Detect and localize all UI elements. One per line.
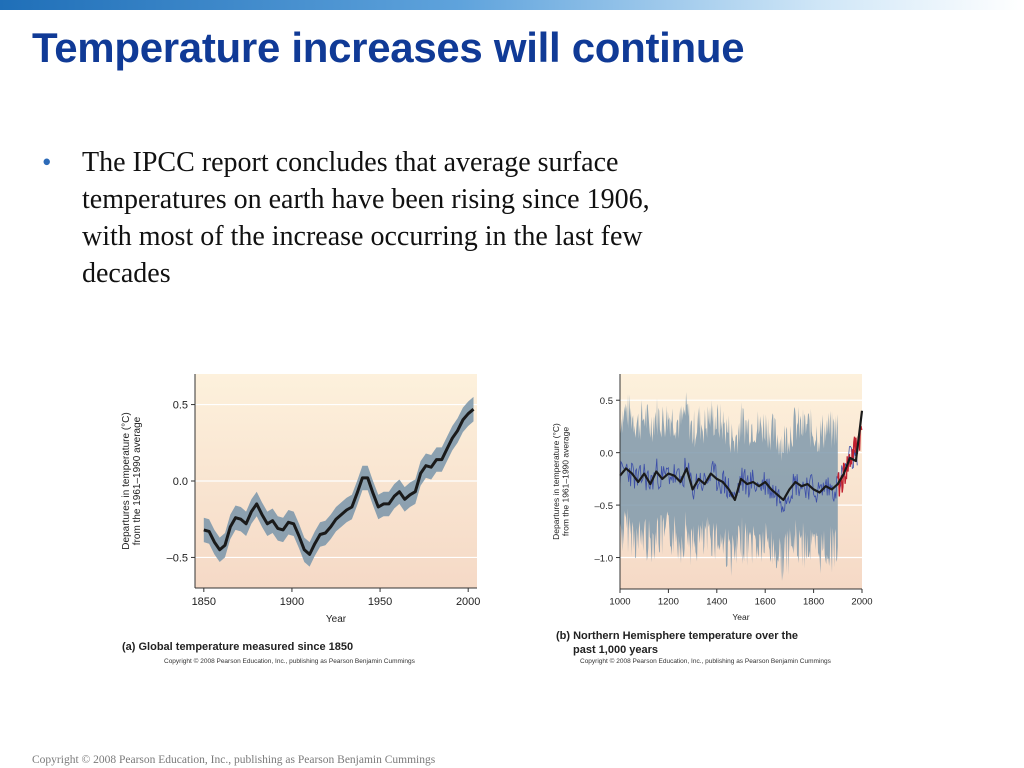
figure-northern-hemisphere: 0.5 0.0 –0.5 –1.0 1000 1200 1400 1600 1800 2000 Ye… bbox=[546, 368, 882, 672]
y-tick-label: 0.0 bbox=[600, 449, 613, 460]
x-tick-label: 1800 bbox=[803, 597, 824, 608]
x-tick-label: 1400 bbox=[706, 597, 727, 608]
y-axis-label-line: from the 1961–1990 average bbox=[132, 416, 143, 545]
x-tick-label: 1900 bbox=[280, 596, 304, 608]
y-tick-label: 0.0 bbox=[173, 476, 188, 488]
uncertainty-band bbox=[203, 396, 474, 567]
chart-caption: (b) Northern Hemisphere temperature over… bbox=[556, 629, 798, 657]
y-axis-label-line: Departures in temperature (°C) bbox=[121, 412, 132, 549]
x-tick-label: 1950 bbox=[368, 596, 392, 608]
x-tick-label: 1850 bbox=[192, 596, 216, 608]
y-tick-label: 0.5 bbox=[600, 396, 613, 407]
y-tick-label: –0.5 bbox=[595, 501, 614, 512]
bullet-list: • The IPCC report concludes that average… bbox=[42, 144, 682, 292]
x-tick-label: 1000 bbox=[609, 597, 630, 608]
mean-series-line bbox=[619, 410, 864, 501]
chart-global-temperature: 0.5 0.0 –0.5 1850 1900 1950 2000 Year Departures… bbox=[121, 374, 480, 625]
x-tick-label: 2000 bbox=[851, 597, 872, 608]
bullet-text: The IPCC report concludes that average s… bbox=[82, 147, 650, 289]
y-axis-label-line: from the 1961–1990 average bbox=[561, 427, 571, 536]
bullet-marker: • bbox=[42, 147, 52, 177]
x-tick-label: 1200 bbox=[658, 597, 679, 608]
chart-northern-hemisphere: 0.5 0.0 –0.5 –1.0 1000 1200 1400 1600 1800 2000 Ye… bbox=[551, 374, 873, 622]
chart-copyright: Copyright © 2008 Pearson Education, Inc.… bbox=[164, 658, 415, 665]
caption-line: (b) Northern Hemisphere temperature over… bbox=[556, 630, 799, 642]
top-accent-bar bbox=[0, 0, 1024, 10]
x-axis-label: Year bbox=[732, 612, 749, 622]
chart-copyright: Copyright © 2008 Pearson Education, Inc.… bbox=[580, 658, 831, 665]
y-tick-label: 0.5 bbox=[173, 400, 188, 412]
figure-global-temperature: 0.5 0.0 –0.5 1850 1900 1950 2000 Year Departures… bbox=[112, 362, 492, 672]
chart-caption: (a) Global temperature measured since 18… bbox=[122, 641, 354, 653]
slide-title: Temperature increases will continue bbox=[32, 24, 745, 71]
caption-line: past 1,000 years bbox=[573, 644, 659, 656]
mean-series-line bbox=[203, 408, 475, 556]
x-axis-label: Year bbox=[326, 614, 347, 625]
x-tick-label: 1600 bbox=[755, 597, 776, 608]
y-tick-label: –1.0 bbox=[595, 554, 614, 565]
bullet-item: • The IPCC report concludes that average… bbox=[42, 144, 682, 292]
x-tick-label: 2000 bbox=[456, 596, 480, 608]
y-axis-label-line: Departures in temperature (°C) bbox=[551, 423, 561, 540]
y-tick-label: –0.5 bbox=[167, 552, 188, 564]
footer-copyright: Copyright © 2008 Pearson Education, Inc.… bbox=[32, 754, 436, 766]
